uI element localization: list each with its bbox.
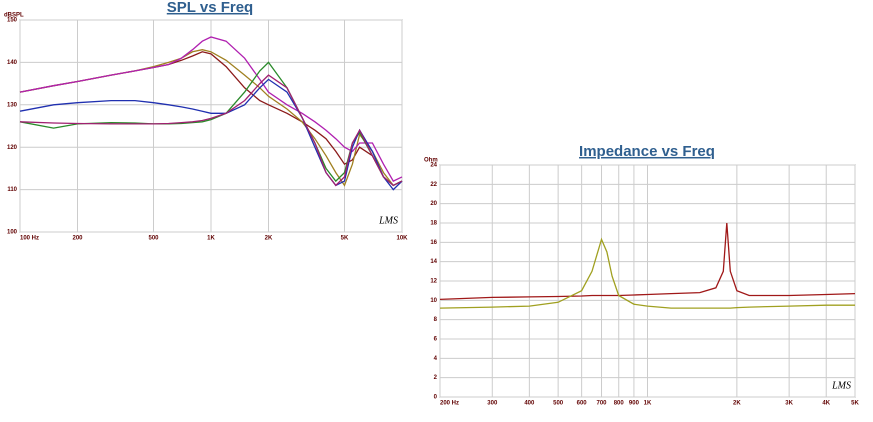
x-tick-label: 100 Hz bbox=[20, 236, 39, 242]
x-tick-label: 600 bbox=[577, 401, 588, 407]
x-tick-label: 500 bbox=[553, 401, 564, 407]
x-tick-label: 1K bbox=[207, 236, 215, 242]
chart-title: SPL vs Freq bbox=[167, 0, 253, 16]
x-tick-label: 800 bbox=[614, 401, 625, 407]
chart-title: Impedance vs Freq bbox=[579, 143, 715, 160]
y-tick-label: 2 bbox=[434, 375, 438, 381]
series-line bbox=[19, 36, 403, 182]
x-tick-label: 200 bbox=[72, 236, 83, 242]
y-tick-label: 130 bbox=[7, 102, 18, 108]
x-tick-label: 2K bbox=[733, 401, 741, 407]
y-tick-label: 110 bbox=[7, 187, 17, 193]
y-tick-label: 24 bbox=[430, 163, 437, 169]
y-tick-label: 140 bbox=[7, 60, 18, 66]
x-tick-label: 1K bbox=[644, 401, 652, 407]
x-tick-label: 300 bbox=[487, 401, 498, 407]
y-axis-label: Ohm bbox=[424, 158, 438, 164]
series-line bbox=[439, 237, 855, 309]
x-tick-label: 5K bbox=[341, 236, 349, 242]
y-tick-label: 0 bbox=[434, 395, 438, 401]
y-tick-label: 20 bbox=[430, 201, 437, 207]
x-tick-label: 500 bbox=[148, 236, 159, 242]
y-tick-label: 8 bbox=[434, 317, 438, 323]
watermark: LMS bbox=[831, 380, 851, 391]
x-tick-label: 200 Hz bbox=[440, 401, 459, 407]
y-tick-label: 100 bbox=[7, 230, 18, 236]
y-tick-label: 16 bbox=[430, 240, 437, 246]
x-tick-label: 10K bbox=[396, 236, 408, 242]
series-line bbox=[19, 78, 403, 191]
x-tick-label: 400 bbox=[524, 401, 535, 407]
y-axis-label: dBSPL bbox=[4, 13, 24, 19]
y-tick-label: 4 bbox=[434, 356, 438, 362]
y-tick-label: 150 bbox=[7, 18, 18, 24]
y-tick-label: 6 bbox=[434, 337, 438, 343]
y-tick-label: 18 bbox=[430, 221, 437, 227]
y-tick-label: 22 bbox=[430, 182, 437, 188]
x-tick-label: 700 bbox=[597, 401, 608, 407]
watermark: LMS bbox=[378, 215, 398, 226]
x-tick-label: 4K bbox=[822, 401, 830, 407]
series-line bbox=[439, 222, 856, 301]
x-tick-label: 2K bbox=[265, 236, 273, 242]
y-tick-label: 10 bbox=[430, 298, 437, 304]
y-tick-label: 14 bbox=[430, 259, 437, 265]
x-tick-label: 5K bbox=[851, 401, 859, 407]
x-tick-label: 900 bbox=[629, 401, 640, 407]
series-line bbox=[19, 74, 403, 187]
y-tick-label: 120 bbox=[7, 145, 18, 151]
y-tick-label: 12 bbox=[430, 279, 437, 285]
x-tick-label: 3K bbox=[785, 401, 793, 407]
